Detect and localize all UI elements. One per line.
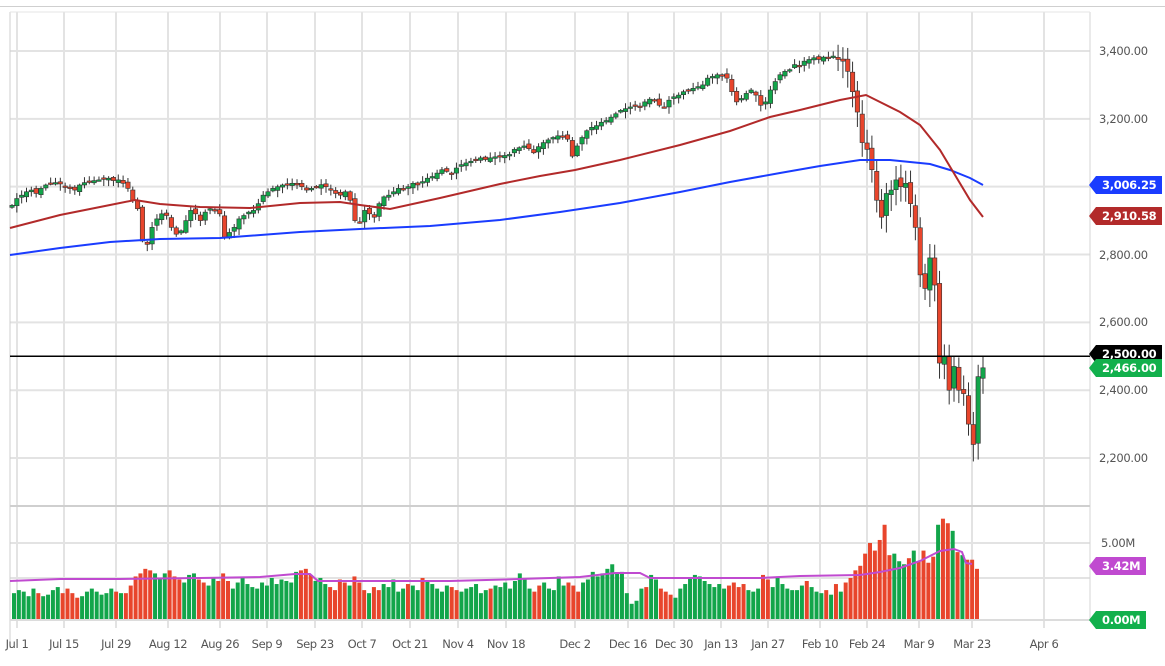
date-axis-tick: Feb 10 [801, 637, 839, 651]
date-axis-tick: Jul 15 [49, 637, 79, 651]
date-axis-tick: Aug 12 [148, 637, 188, 651]
date-axis-tick: Dec 16 [608, 637, 648, 651]
date-axis-tick: Aug 26 [200, 637, 240, 651]
last-price-tag: 2,466.00 [1088, 359, 1163, 377]
date-axis-tick: Sep 23 [296, 637, 334, 651]
price-axis-tick: 2,600.00 [1099, 315, 1148, 330]
date-axis-tick: Feb 24 [848, 637, 886, 651]
date-axis-tick: Sep 9 [251, 637, 283, 651]
long-moving-average-line [9, 159, 984, 256]
date-axis-tick: Dec 30 [654, 637, 694, 651]
date-axis-tick: Jan 13 [704, 637, 738, 651]
price-axis-tick: 3,400.00 [1099, 44, 1148, 58]
price-axis-tick: 2,800.00 [1099, 247, 1148, 262]
long-ma-price-tag: 3,006.25 [1088, 176, 1163, 194]
date-axis-tick: Oct 7 [347, 637, 377, 651]
date-axis-tick: Apr 6 [1029, 637, 1059, 651]
grid-lines [10, 12, 1090, 628]
date-axis-tick: Nov 4 [442, 637, 474, 651]
price-axis-tick: 2,200.00 [1099, 451, 1148, 466]
date-axis-tick: Dec 2 [559, 637, 591, 651]
price-axis-tick: 3,200.00 [1099, 111, 1148, 126]
date-axis-tick: Mar 9 [903, 637, 935, 651]
short-ma-price-tag: 2,910.58 [1088, 207, 1163, 225]
price-axis-tick: 2,400.00 [1099, 383, 1148, 398]
short-moving-average-line [9, 93, 984, 229]
date-axis-tick: Mar 23 [953, 637, 991, 651]
volume-moving-average-line [9, 547, 973, 582]
volume-zero-tag: 0.00M [1088, 611, 1147, 629]
top-border [0, 6, 1165, 7]
pane-borders [9, 11, 1091, 648]
horizontal-line-price-tag: 2,500.00 [1088, 345, 1163, 363]
volume-axis-tick: 5.00M [1101, 536, 1136, 550]
volume-bars [12, 518, 979, 619]
price-candles [9, 44, 986, 462]
date-axis-tick: Jan 27 [751, 637, 785, 651]
date-axis-tick: Jul 29 [101, 637, 131, 651]
volume-ma-tag: 3.42M [1088, 557, 1147, 575]
date-axis-tick: Nov 18 [486, 637, 526, 651]
date-axis-tick: Jul 1 [5, 637, 29, 651]
date-axis-tick: Oct 21 [392, 637, 428, 651]
